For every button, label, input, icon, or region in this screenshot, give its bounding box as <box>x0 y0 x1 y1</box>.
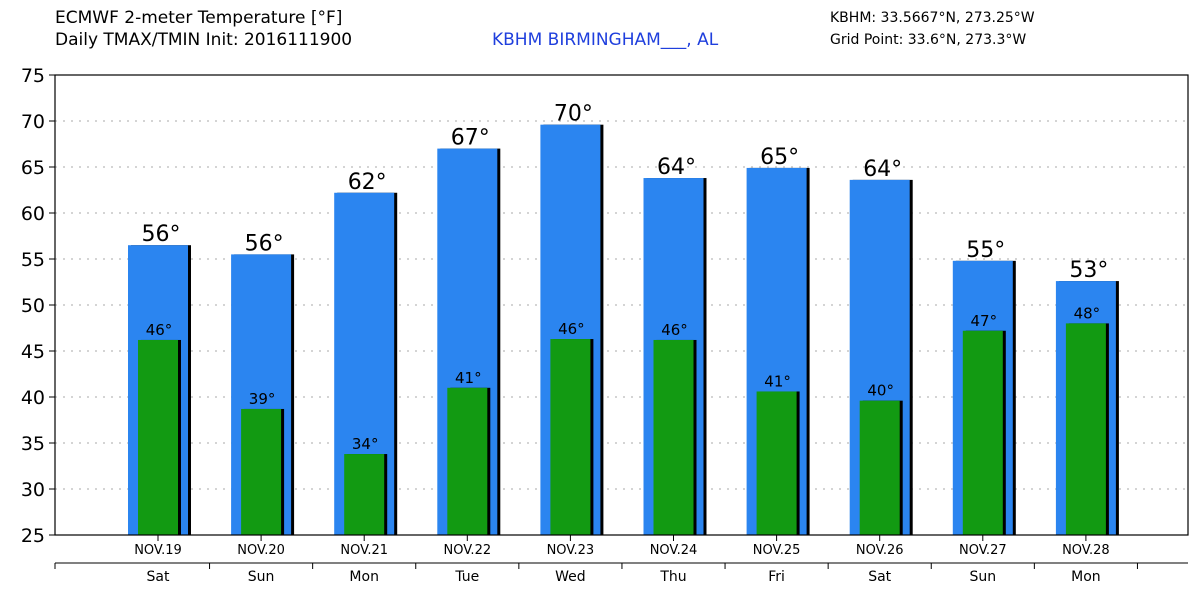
x-tick-label-weekday: Sat <box>147 569 170 585</box>
x-tick-label-date: NOV.20 <box>237 543 285 558</box>
x-tick-label-date: NOV.22 <box>443 543 491 558</box>
tmin-bar <box>447 387 488 535</box>
x-tick-label-date: NOV.19 <box>134 543 182 558</box>
x-tick-label-weekday: Sun <box>248 569 275 585</box>
x-tick-label-date: NOV.27 <box>959 543 1007 558</box>
x-tick-label-weekday: Fri <box>768 569 785 585</box>
tmin-value-label: 34° <box>352 435 379 453</box>
y-tick-label: 25 <box>21 525 45 547</box>
tmax-value-label: 65° <box>760 145 799 170</box>
x-tick-label-date: NOV.25 <box>753 543 801 558</box>
tmin-value-label: 46° <box>146 321 173 339</box>
y-tick-label: 55 <box>21 249 45 271</box>
tmin-bar <box>1065 323 1106 535</box>
tmax-value-label: 55° <box>966 238 1005 263</box>
tmin-value-label: 46° <box>558 320 585 338</box>
x-tick-label-date: NOV.23 <box>547 543 595 558</box>
station-coordinates: KBHM: 33.5667°N, 273.25°W <box>830 10 1035 26</box>
x-tick-label-date: NOV.28 <box>1062 543 1110 558</box>
x-tick-label-weekday: Wed <box>555 569 586 585</box>
tmax-value-label: 62° <box>348 170 387 195</box>
tmin-value-label: 41° <box>455 369 482 387</box>
tmin-value-label: 41° <box>764 372 791 390</box>
tmin-bar <box>756 391 797 535</box>
x-tick-label-date: NOV.21 <box>340 543 388 558</box>
x-tick-label-weekday: Mon <box>349 569 379 585</box>
tmin-bar <box>962 330 1003 535</box>
tmin-value-label: 46° <box>661 321 688 339</box>
y-tick-label: 40 <box>21 387 45 409</box>
tmax-value-label: 56° <box>245 231 284 256</box>
tmin-bar <box>241 408 282 535</box>
tmin-bar <box>859 400 900 535</box>
tmax-value-label: 64° <box>657 155 696 180</box>
y-tick-label: 75 <box>21 65 45 87</box>
tmax-value-label: 64° <box>863 157 902 182</box>
tmin-value-label: 47° <box>971 312 998 330</box>
chart-title-line2: Daily TMAX/TMIN Init: 2016111900 <box>55 30 353 50</box>
y-tick-label: 35 <box>21 433 45 455</box>
grid-point-coordinates: Grid Point: 33.6°N, 273.3°W <box>830 32 1027 48</box>
y-tick-label: 45 <box>21 341 45 363</box>
x-tick-label-weekday: Tue <box>454 569 479 585</box>
x-tick-label-weekday: Sat <box>868 569 891 585</box>
station-name: KBHM BIRMINGHAM___, AL <box>492 30 719 50</box>
x-tick-label-weekday: Sun <box>969 569 996 585</box>
y-tick-label: 65 <box>21 157 45 179</box>
y-tick-label: 50 <box>21 295 45 317</box>
plot-frame <box>54 74 1189 536</box>
tmin-bar <box>138 339 178 535</box>
x-tick-label-date: NOV.26 <box>856 543 904 558</box>
y-tick-label: 70 <box>21 111 45 133</box>
y-tick-label: 60 <box>21 203 45 225</box>
y-tick-label: 30 <box>21 479 45 501</box>
tmin-bar <box>344 454 385 535</box>
tmax-value-label: 67° <box>451 126 490 151</box>
tmin-value-label: 40° <box>867 382 894 400</box>
tmin-value-label: 39° <box>249 390 276 408</box>
x-tick-label-date: NOV.24 <box>650 543 698 558</box>
tmax-value-label: 53° <box>1069 258 1108 283</box>
tmin-bar <box>550 339 591 535</box>
tmax-value-label: 56° <box>142 222 181 247</box>
tmax-value-label: 70° <box>554 102 593 127</box>
tmin-bar <box>653 339 694 535</box>
x-tick-label-weekday: Mon <box>1071 569 1101 585</box>
tmin-value-label: 48° <box>1074 304 1101 322</box>
x-tick-label-weekday: Thu <box>659 569 686 585</box>
chart-title-line1: ECMWF 2-meter Temperature [°F] <box>55 8 343 28</box>
